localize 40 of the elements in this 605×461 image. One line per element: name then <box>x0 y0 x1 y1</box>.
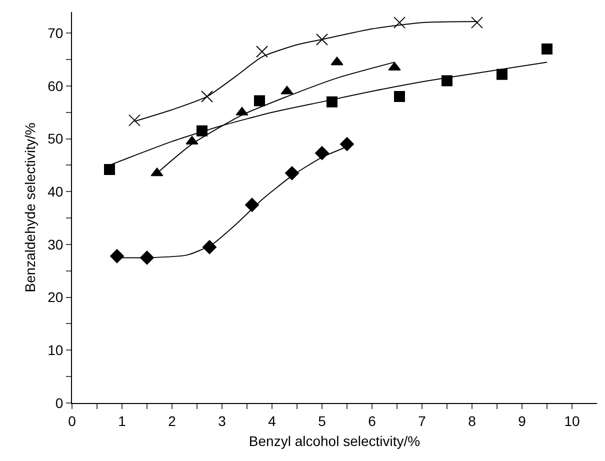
x-tick-label: 3 <box>218 412 226 429</box>
x-tick-label: 5 <box>318 412 326 429</box>
point <box>128 114 140 126</box>
y-tick-label: 20 <box>48 289 64 306</box>
y-tick-label: 30 <box>48 236 64 252</box>
x-tick-label: 7 <box>418 412 426 429</box>
point <box>394 91 405 102</box>
x-tick-label: 9 <box>518 412 526 429</box>
y-tick-label: 0 <box>55 394 64 411</box>
x-tick-label: 4 <box>268 412 276 429</box>
point <box>316 33 328 46</box>
x-tick-label: 2 <box>168 412 176 429</box>
point <box>104 164 115 175</box>
point <box>315 146 329 160</box>
y-tick-label: 60 <box>48 78 64 94</box>
x-axis-title: Benzyl alcohol selectivity/% <box>248 433 420 450</box>
y-axis-title: Benzaldehyde selectivity/% <box>22 122 38 292</box>
point <box>394 16 406 29</box>
point <box>110 249 124 264</box>
x-tick-label: 10 <box>564 412 580 429</box>
point <box>245 198 259 212</box>
point <box>442 75 452 86</box>
x-tick-label: 6 <box>368 412 376 429</box>
y-tick-label: 50 <box>48 130 64 147</box>
point <box>542 43 552 54</box>
point <box>256 46 268 58</box>
y-tick-label: 40 <box>48 184 64 200</box>
point <box>340 137 354 152</box>
point <box>201 90 213 103</box>
y-tick-label: 10 <box>48 342 64 358</box>
x-tick-label: 8 <box>468 412 476 429</box>
point <box>471 16 483 29</box>
point <box>285 166 299 180</box>
x-tick-label: 0 <box>68 412 76 429</box>
point <box>496 68 508 80</box>
point <box>326 96 338 108</box>
y-tick-label: 70 <box>48 25 64 42</box>
x-tick-label: 1 <box>118 412 126 429</box>
point <box>202 240 216 254</box>
point <box>254 95 265 106</box>
